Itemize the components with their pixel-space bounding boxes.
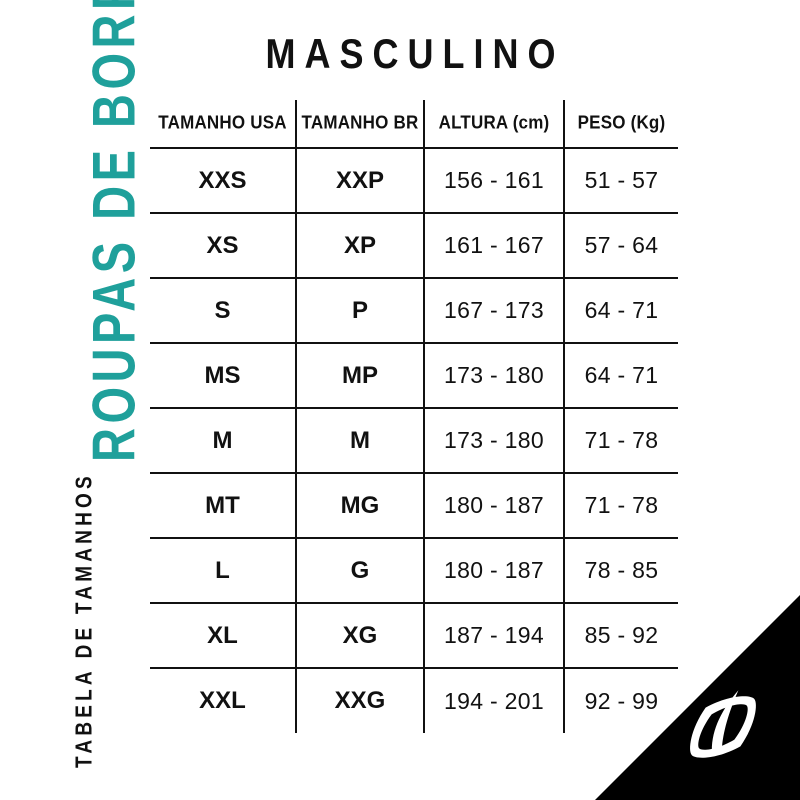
leaf-swoosh-logo-icon [690,690,756,758]
cell-peso: 64 - 71 [564,278,678,344]
table-row: M M 173 - 180 71 - 78 [150,408,678,474]
cell-altura: 167 - 173 [424,278,565,344]
brand-vertical-title: ROUPAS DE BORRACHA [79,0,148,462]
cell-altura: 173 - 180 [424,343,565,409]
table-row: XS XP 161 - 167 57 - 64 [150,213,678,279]
cell-altura: 156 - 161 [424,148,565,214]
column-header-peso: PESO (Kg) [564,97,678,152]
cell-usa: XL [150,603,297,669]
table-row: XL XG 187 - 194 85 - 92 [150,603,678,669]
cell-br: XXG [296,668,425,733]
cell-peso: 92 - 99 [584,687,659,714]
column-header-tamanho-usa: TAMANHO USA [150,97,297,152]
cell-peso: 51 - 57 [564,148,678,214]
table-row: MS MP 173 - 180 64 - 71 [150,343,678,409]
table-row: XXL XXG 194 - 201 92 - 99 [150,668,678,733]
cell-peso: 78 - 85 [564,538,678,604]
brand-vertical-subtitle: TABELA DE TAMANHOS [72,472,98,768]
table-row: L G 180 - 187 78 - 85 [150,538,678,604]
cell-usa: L [150,538,297,604]
cell-peso: 71 - 78 [564,408,678,474]
cell-usa: XS [150,213,297,279]
size-chart-table: TAMANHO USA TAMANHO BR ALTURA (cm) PESO … [150,97,678,733]
cell-usa: XXS [150,148,297,214]
cell-peso: 64 - 71 [564,343,678,409]
cell-altura: 161 - 167 [424,213,565,279]
table-header-row: TAMANHO USA TAMANHO BR ALTURA (cm) PESO … [150,97,678,152]
cell-usa: S [150,278,297,344]
cell-usa: MT [150,473,297,539]
cell-br: G [296,538,425,604]
cell-br: P [296,278,425,344]
cell-altura: 194 - 201 [424,668,565,733]
column-header-altura: ALTURA (cm) [424,97,565,152]
cell-br: MP [296,343,425,409]
cell-altura: 173 - 180 [424,408,565,474]
cell-altura: 180 - 187 [424,538,565,604]
cell-br: XG [296,603,425,669]
cell-usa: M [150,408,297,474]
table-row: MT MG 180 - 187 71 - 78 [150,473,678,539]
cell-br: XP [296,213,425,279]
table-header: TAMANHO USA TAMANHO BR ALTURA (cm) PESO … [150,97,678,152]
cell-br: MG [296,473,425,539]
cell-peso: 71 - 78 [564,473,678,539]
cell-br: M [296,408,425,474]
cell-br: XXP [296,148,425,214]
column-header-tamanho-br: TAMANHO BR [296,97,425,152]
page-title: MASCULINO [265,30,565,78]
cell-altura: 187 - 194 [424,603,565,669]
cell-usa: MS [150,343,297,409]
table-row: S P 167 - 173 64 - 71 [150,278,678,344]
table-body: XXS XXP 156 - 161 51 - 57 XS XP 161 - 167 57 - … [150,148,678,733]
cell-peso: 57 - 64 [564,213,678,279]
cell-usa: XXL [150,668,297,733]
cell-peso: 85 - 92 [564,603,678,669]
table-row: XXS XXP 156 - 161 51 - 57 [150,148,678,214]
cell-altura: 180 - 187 [424,473,565,539]
